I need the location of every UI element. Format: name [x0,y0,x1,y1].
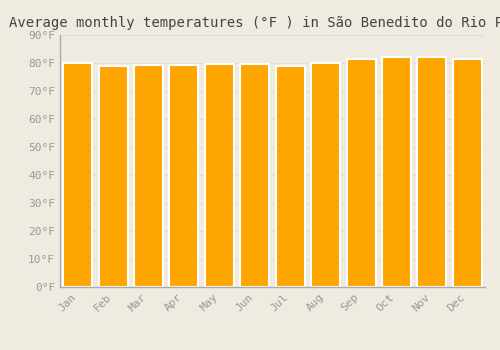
Title: Average monthly temperatures (°F ) in São Benedito do Rio Preto: Average monthly temperatures (°F ) in Sã… [8,16,500,30]
Bar [453,60,482,287]
Bar [134,65,163,287]
Bar [311,63,340,287]
Bar [276,66,304,287]
Bar [205,64,234,287]
Bar [240,64,270,287]
Bar [170,65,198,287]
Bar [418,57,446,287]
Bar [98,66,128,287]
Bar [346,60,376,287]
Bar [63,63,92,287]
Bar [382,57,411,287]
